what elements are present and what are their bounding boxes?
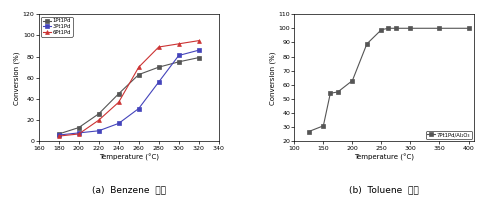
7Pt1Pd/Al₂O₃: [466, 27, 471, 29]
7Pt1Pd/Al₂O₃: [320, 125, 326, 127]
7Pt1Pd/Al₂O₃: [327, 92, 333, 95]
7Pt1Pd/Al₂O₃: [437, 27, 442, 29]
7Pt1Pd/Al₂O₃: [335, 91, 341, 93]
7Pt1Pd/Al₂O₃: [364, 43, 370, 45]
7Pt1Pd/Al₂O₃: [306, 130, 312, 133]
1Pt1Pd: [196, 56, 202, 59]
3Pt1Pd: [116, 122, 121, 125]
6Pt1Pd: [176, 43, 182, 45]
3Pt1Pd: [196, 49, 202, 52]
1Pt1Pd: [176, 61, 182, 63]
Line: 7Pt1Pd/Al₂O₃: 7Pt1Pd/Al₂O₃: [307, 26, 470, 134]
7Pt1Pd/Al₂O₃: [393, 27, 399, 29]
7Pt1Pd/Al₂O₃: [349, 79, 355, 82]
X-axis label: Temperature (°C): Temperature (°C): [99, 153, 159, 161]
3Pt1Pd: [176, 54, 182, 57]
Legend: 7Pt1Pd/Al₂O₃: 7Pt1Pd/Al₂O₃: [425, 131, 472, 139]
3Pt1Pd: [156, 81, 162, 83]
1Pt1Pd: [56, 133, 61, 135]
Line: 3Pt1Pd: 3Pt1Pd: [57, 48, 201, 137]
1Pt1Pd: [96, 113, 102, 115]
6Pt1Pd: [96, 119, 102, 121]
6Pt1Pd: [156, 46, 162, 48]
7Pt1Pd/Al₂O₃: [385, 27, 391, 29]
Legend: 1Pt1Pd, 3Pt1Pd, 6Pt1Pd: 1Pt1Pd, 3Pt1Pd, 6Pt1Pd: [41, 17, 73, 37]
6Pt1Pd: [136, 66, 142, 68]
Text: (a)  Benzene  산화: (a) Benzene 산화: [92, 185, 166, 194]
Line: 1Pt1Pd: 1Pt1Pd: [57, 56, 201, 136]
7Pt1Pd/Al₂O₃: [408, 27, 413, 29]
1Pt1Pd: [136, 73, 142, 76]
Text: (b)  Toluene  산화: (b) Toluene 산화: [349, 185, 419, 194]
Y-axis label: Conversion (%): Conversion (%): [14, 51, 20, 104]
3Pt1Pd: [76, 132, 82, 134]
1Pt1Pd: [76, 126, 82, 129]
6Pt1Pd: [56, 135, 61, 137]
3Pt1Pd: [56, 134, 61, 136]
6Pt1Pd: [76, 133, 82, 135]
Line: 6Pt1Pd: 6Pt1Pd: [57, 39, 201, 138]
3Pt1Pd: [96, 130, 102, 132]
6Pt1Pd: [116, 101, 121, 103]
Y-axis label: Conversion (%): Conversion (%): [269, 51, 276, 104]
1Pt1Pd: [116, 93, 121, 95]
3Pt1Pd: [136, 107, 142, 110]
6Pt1Pd: [196, 39, 202, 42]
7Pt1Pd/Al₂O₃: [378, 28, 384, 31]
1Pt1Pd: [156, 66, 162, 68]
X-axis label: Temperature (°C): Temperature (°C): [354, 153, 414, 161]
